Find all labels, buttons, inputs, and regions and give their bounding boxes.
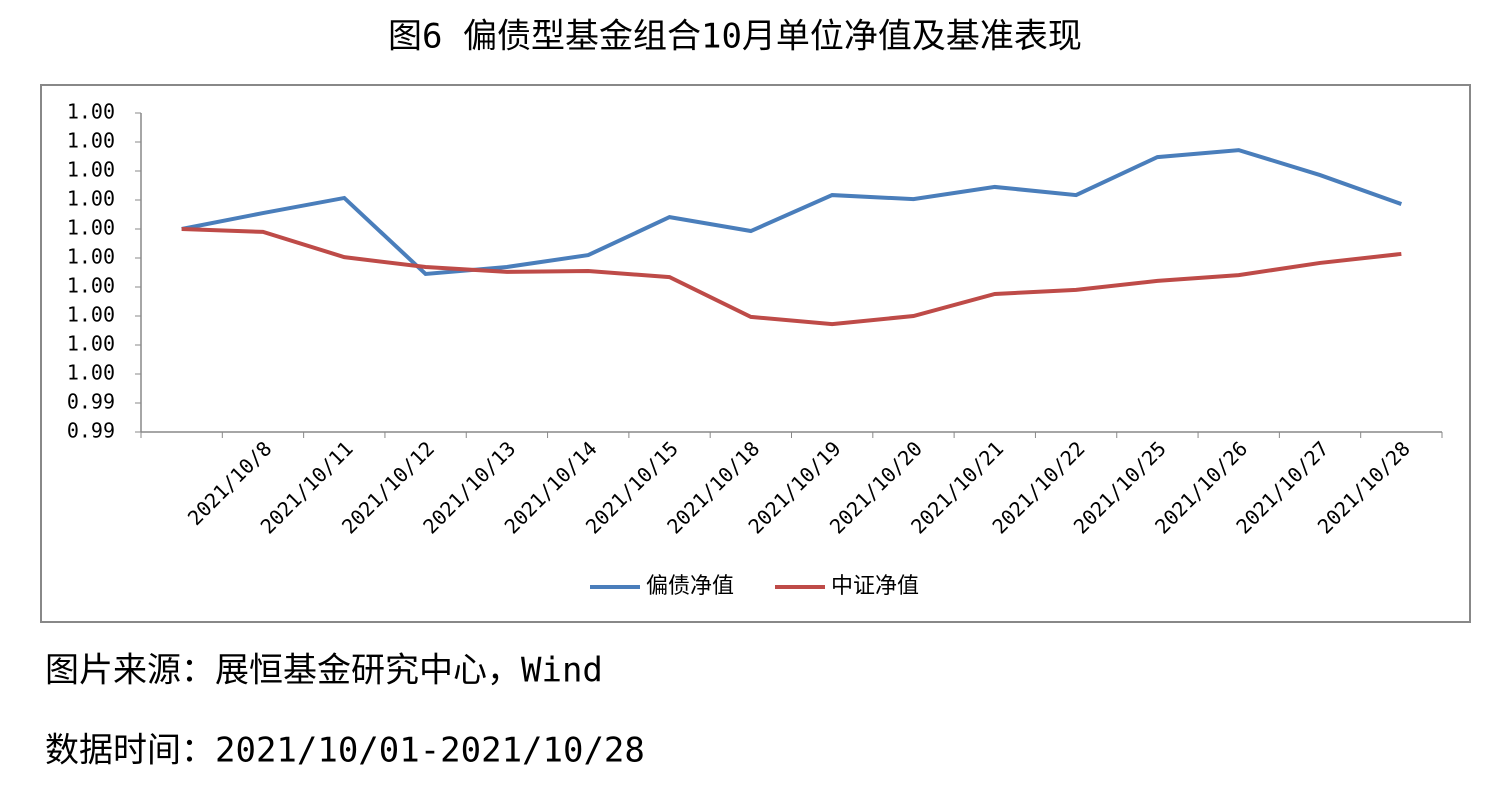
y-tick-label: 0.99: [67, 419, 115, 443]
y-tick-label: 1.00: [67, 129, 115, 153]
y-tick-label: 1.00: [67, 361, 115, 385]
footer-date: 数据时间：2021/10/01-2021/10/28: [45, 731, 645, 771]
y-tick-label: 1.00: [67, 187, 115, 211]
y-tick-label: 1.00: [67, 245, 115, 269]
y-tick-label: 1.00: [67, 303, 115, 327]
line-series: [181, 148, 1403, 277]
y-tick-label: 1.00: [67, 332, 115, 356]
chart-frame: [40, 84, 1471, 623]
y-tick-label: 0.99: [67, 390, 115, 414]
legend-label: 偏债净值: [646, 574, 734, 599]
legend-label: 中证净值: [831, 574, 919, 599]
line-series: [181, 227, 1402, 327]
footer-source: 图片来源：展恒基金研究中心，Wind: [45, 651, 603, 691]
y-tick-label: 1.00: [67, 100, 115, 124]
y-tick-label: 1.00: [67, 158, 115, 182]
chart-title: 图6 偏债型基金组合10月单位净值及基准表现: [388, 17, 1082, 57]
y-tick-label: 1.00: [67, 216, 115, 240]
y-tick-label: 1.00: [67, 274, 115, 298]
